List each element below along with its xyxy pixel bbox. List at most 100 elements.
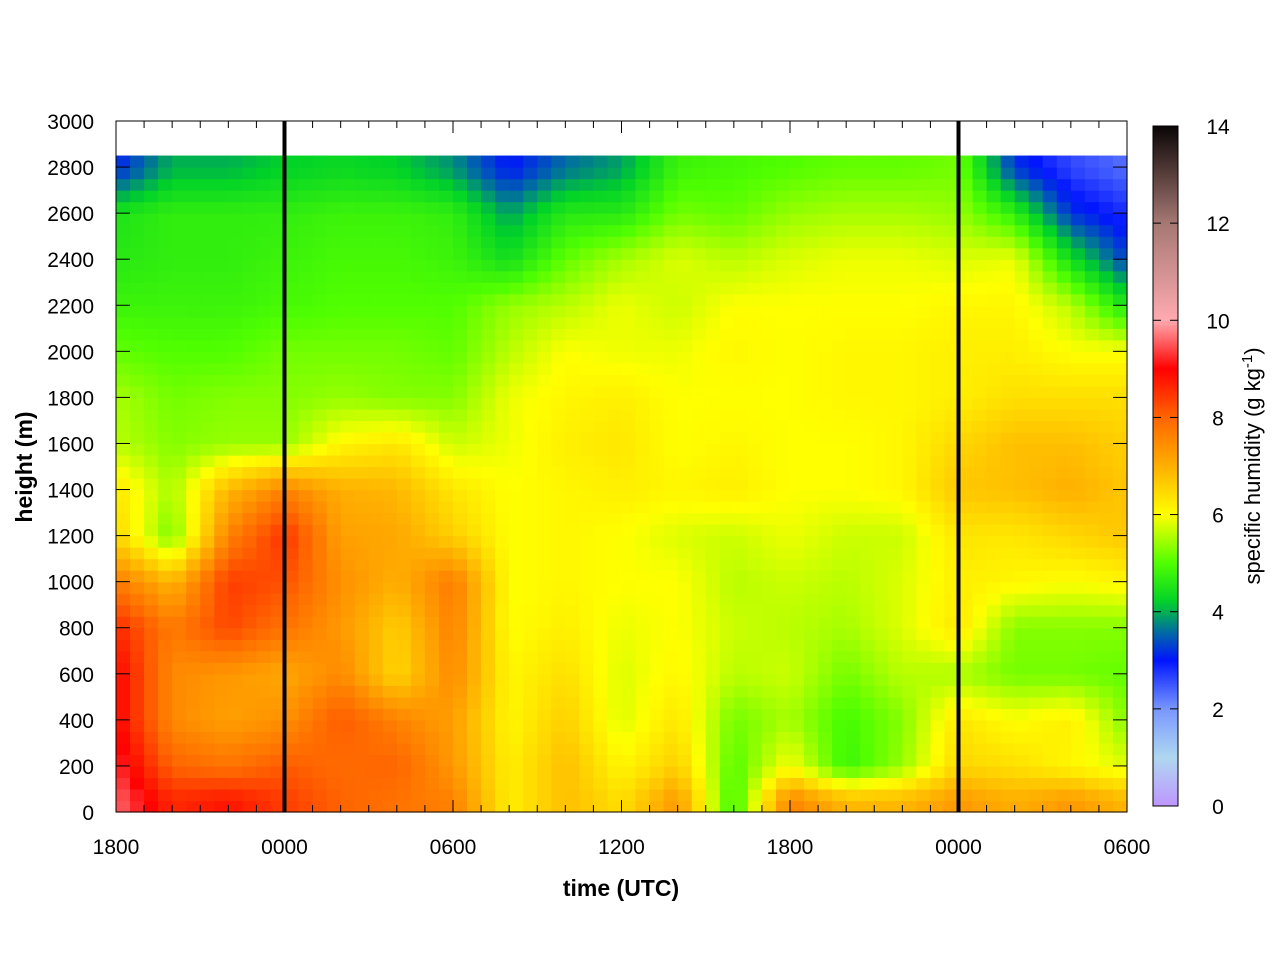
heatmap-cell [481,236,496,249]
heatmap-cell [691,385,707,398]
heatmap-cell [537,305,552,318]
heatmap-cell [1028,236,1044,249]
heatmap-cell [874,408,889,422]
heatmap-cell [930,385,946,398]
heatmap-cell [860,443,875,456]
heatmap-cell [481,719,496,732]
heatmap-cell [916,685,932,698]
heatmap-cell [691,754,707,767]
heatmap-cell [972,155,988,168]
heatmap-cell [1098,593,1114,606]
heatmap-cell [284,282,300,295]
heatmap-cell [270,478,286,491]
heatmap-cell [158,431,173,445]
heatmap-cell [930,627,946,640]
heatmap-cell [775,673,791,686]
heatmap-cell [172,224,187,237]
heatmap-cell [804,593,819,606]
heatmap-cell [874,524,889,537]
heatmap-cell [1000,765,1016,779]
heatmap-cell [1014,662,1030,675]
heatmap-cell [424,224,440,237]
y-tick-label: 1600 [47,433,94,456]
heatmap-cell [649,339,665,352]
heatmap-cell [438,316,454,329]
heatmap-cell [228,282,243,295]
heatmap-cell [1042,547,1058,560]
heatmap-cell [902,627,917,640]
heatmap-cell [158,213,173,226]
heatmap-cell [790,777,805,790]
heatmap-cell [1084,282,1100,295]
heatmap-cell [663,224,679,237]
heatmap-cell [424,362,440,375]
heatmap-cell [832,270,847,283]
heatmap-cell [1112,247,1128,260]
heatmap-cell [410,328,426,341]
heatmap-cell [116,742,131,756]
heatmap-cell [944,339,960,352]
heatmap-cell [719,512,735,525]
heatmap-cell [312,397,328,410]
heatmap-cell [874,708,889,721]
heatmap-cell [158,673,173,686]
heatmap-cell [930,754,946,767]
heatmap-cell [438,408,454,422]
heatmap-cell [874,305,889,318]
heatmap-cell [298,236,314,249]
heatmap-cell [986,501,1002,514]
heatmap-cell [284,558,300,571]
heatmap-cell [340,719,356,732]
heatmap-cell [1056,662,1072,675]
heatmap-cell [986,547,1002,560]
heatmap-cell [1014,800,1030,813]
heatmap-cell [467,362,482,375]
heatmap-cell [958,420,974,433]
heatmap-cell [1042,155,1058,168]
heatmap-cell [551,765,566,779]
heatmap-cell [635,512,651,525]
heatmap-cell [298,662,314,675]
heatmap-cell [453,374,468,387]
heatmap-cell [663,478,679,491]
heatmap-cell [719,316,735,329]
heatmap-cell [158,731,173,744]
heatmap-cell [621,328,637,341]
heatmap-cell [130,765,145,779]
heatmap-cell [382,282,398,295]
heatmap-cell [424,420,440,433]
heatmap-cell [270,489,286,502]
heatmap-cell [832,385,847,398]
heatmap-cell [354,800,370,813]
heatmap-cell [579,754,595,767]
heatmap-cell [438,616,454,629]
heatmap-cell [846,478,861,491]
heatmap-cell [242,247,258,260]
heatmap-cell [804,478,819,491]
heatmap-cell [453,155,468,168]
heatmap-cell [438,765,454,779]
heatmap-cell [1112,535,1128,548]
heatmap-cell [874,788,889,802]
heatmap-cell [340,800,356,813]
heatmap-cell [368,639,384,652]
heatmap-cell [186,293,201,306]
heatmap-cell [916,616,932,629]
heatmap-cell [832,777,847,790]
heatmap-cell [705,524,721,537]
heatmap-cell [200,742,215,756]
heatmap-cell [228,489,243,502]
heatmap-cell [930,213,946,226]
heatmap-cell [242,443,258,456]
heatmap-cell [958,478,974,491]
heatmap-cell [242,351,258,364]
heatmap-cell [649,742,665,756]
heatmap-cell [410,673,426,686]
heatmap-cell [733,420,749,433]
heatmap-cell [1070,604,1086,617]
heatmap-cell [775,593,791,606]
heatmap-cell [256,742,272,756]
heatmap-cell [368,155,384,168]
heatmap-cell [368,293,384,306]
heatmap-cell [1000,190,1016,203]
